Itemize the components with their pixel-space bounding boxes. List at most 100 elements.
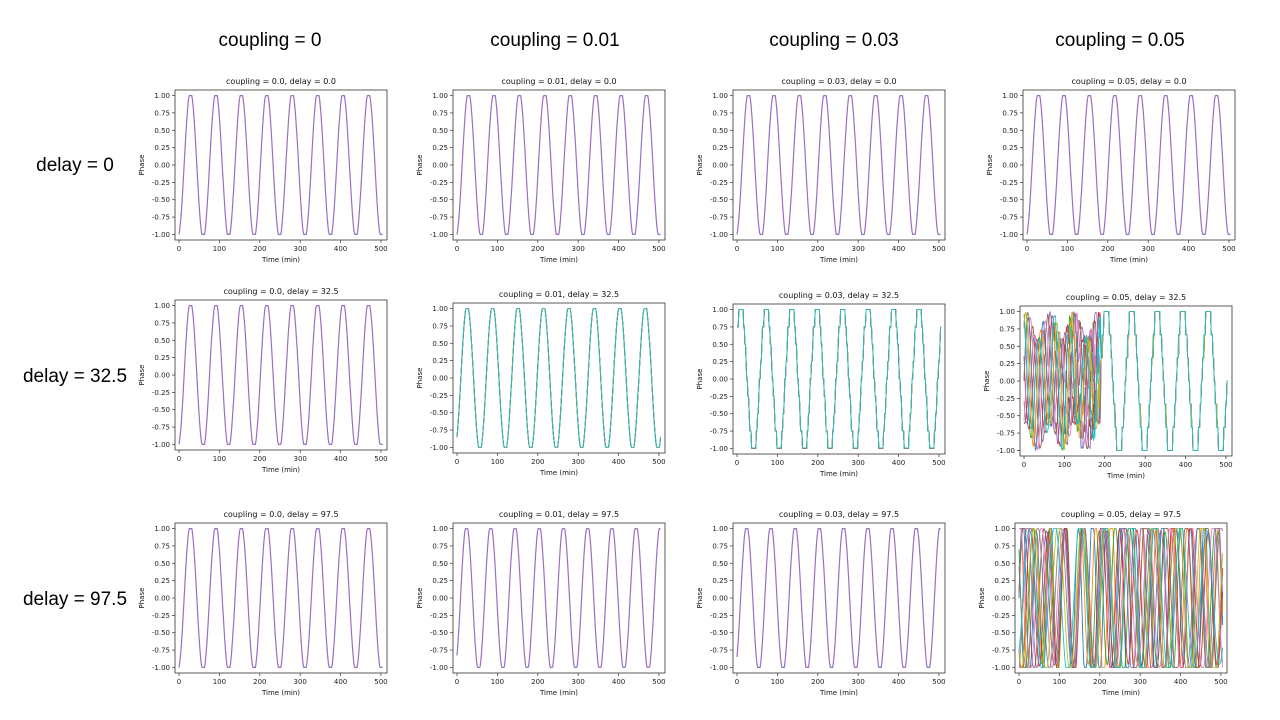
y-tick-label: -1.00: [430, 664, 448, 672]
y-tick-label: -1.00: [152, 441, 170, 449]
phase-series-line: [456, 308, 662, 448]
y-tick-label: -0.50: [710, 410, 728, 418]
phase-series-line: [1019, 528, 1224, 668]
y-axis-label: Phase: [696, 369, 704, 390]
phase-series-line: [456, 308, 662, 448]
y-tick-label: -0.25: [997, 395, 1015, 403]
y-tick-label: 1.00: [432, 92, 448, 100]
x-tick-label: 0: [735, 459, 739, 467]
y-tick-label: 0.25: [712, 144, 728, 152]
y-tick-label: 1.00: [154, 525, 170, 533]
x-tick-label: 200: [811, 678, 824, 686]
x-tick-label: 200: [531, 678, 544, 686]
x-axis-label: Time (min): [539, 469, 578, 477]
row-header-delay-97.5: delay = 97.5: [22, 589, 128, 610]
x-tick-label: 500: [932, 245, 945, 253]
y-tick-label: -0.25: [710, 179, 728, 187]
y-tick-label: 0.75: [712, 109, 728, 117]
y-tick-label: 0.50: [154, 560, 170, 568]
y-tick-label: -1.00: [152, 231, 170, 239]
x-tick-label: 300: [571, 458, 584, 466]
x-tick-label: 0: [455, 678, 459, 686]
x-tick-label: 400: [612, 678, 625, 686]
y-tick-label: 0.50: [994, 560, 1010, 568]
column-header-coupling-0.05: coupling = 0.05: [1055, 30, 1185, 51]
y-tick-label: 0.50: [432, 127, 448, 135]
phase-plot-c0.01-d97.5: coupling = 0.01, delay = 97.5 -1.00 -0.75 -…: [416, 510, 666, 697]
y-tick-label: 0.75: [154, 319, 170, 327]
y-tick-label: -1.00: [1000, 231, 1018, 239]
y-axis-label: Phase: [696, 588, 704, 609]
x-tick-label: 300: [851, 678, 864, 686]
chart-title: coupling = 0.01, delay = 97.5: [499, 510, 619, 519]
column-header-coupling-0.03: coupling = 0.03: [769, 30, 899, 51]
y-tick-label: -1.00: [992, 664, 1010, 672]
y-tick-label: -0.50: [430, 409, 448, 417]
phase-plot-c0.01-d32.5: coupling = 0.01, delay = 32.5 -1.00 -0.75 -…: [416, 290, 666, 477]
x-tick-label: 100: [213, 455, 226, 463]
y-tick-label: 0.50: [432, 560, 448, 568]
x-tick-label: 200: [1093, 678, 1106, 686]
y-tick-label: 1.00: [712, 525, 728, 533]
y-tick-label: 0.25: [1002, 144, 1018, 152]
y-tick-label: -0.25: [152, 612, 170, 620]
y-tick-label: -0.75: [710, 428, 728, 436]
y-tick-label: 0.75: [994, 542, 1010, 550]
phase-plot-c0.01-d0: coupling = 0.01, delay = 0.0 -1.00 -0.75 -0…: [416, 77, 666, 264]
y-tick-label: 0.75: [432, 322, 448, 330]
x-tick-label: 500: [652, 678, 665, 686]
phase-series-line: [456, 308, 662, 448]
phase-series-line: [456, 308, 662, 448]
phase-series-line: [1018, 528, 1224, 668]
y-axis-label: Phase: [983, 371, 991, 392]
x-tick-label: 0: [455, 245, 459, 253]
x-tick-label: 200: [1101, 245, 1114, 253]
y-tick-label: 0.75: [1002, 109, 1018, 117]
y-tick-label: 0.25: [154, 577, 170, 585]
x-tick-label: 500: [1214, 678, 1227, 686]
y-tick-label: 0.25: [154, 144, 170, 152]
x-axis-label: Time (min): [819, 689, 858, 697]
column-header-coupling-0.01: coupling = 0.01: [490, 30, 620, 51]
y-tick-label: -0.25: [992, 612, 1010, 620]
y-tick-label: 0.25: [712, 358, 728, 366]
y-tick-label: -0.75: [152, 424, 170, 432]
x-tick-label: 200: [253, 678, 266, 686]
y-tick-label: 0.75: [432, 109, 448, 117]
x-tick-label: 500: [652, 245, 665, 253]
x-tick-label: 300: [1141, 245, 1154, 253]
x-tick-label: 200: [253, 245, 266, 253]
x-tick-label: 100: [491, 245, 504, 253]
y-tick-label: -0.75: [710, 214, 728, 222]
phase-series-line: [736, 95, 941, 235]
y-tick-label: -0.75: [1000, 214, 1018, 222]
y-tick-label: 0.00: [712, 162, 728, 170]
y-tick-label: 0.50: [999, 343, 1015, 351]
y-tick-label: -0.25: [710, 393, 728, 401]
y-tick-label: 0.00: [154, 595, 170, 603]
y-tick-label: 0.75: [999, 325, 1015, 333]
x-tick-label: 500: [652, 458, 665, 466]
y-tick-label: 0.00: [712, 595, 728, 603]
y-tick-label: 0.75: [154, 109, 170, 117]
y-tick-label: 1.00: [1002, 92, 1018, 100]
phase-series-line: [178, 95, 383, 235]
y-tick-label: 1.00: [999, 308, 1015, 316]
chart-title: coupling = 0.03, delay = 0.0: [781, 77, 896, 86]
y-tick-label: -0.25: [430, 179, 448, 187]
x-tick-label: 200: [811, 245, 824, 253]
y-tick-label: 0.00: [432, 595, 448, 603]
y-axis-label: Phase: [986, 155, 994, 176]
y-tick-label: 0.00: [432, 162, 448, 170]
phase-series-line: [1026, 95, 1231, 235]
x-axis-label: Time (min): [539, 256, 578, 264]
y-tick-label: 0.00: [712, 376, 728, 384]
phase-plot-c0.05-d32.5: coupling = 0.05, delay = 32.5 -1.00 -0.75 -…: [983, 293, 1233, 480]
phase-series-line: [456, 308, 662, 448]
x-tick-label: 100: [771, 459, 784, 467]
y-tick-label: -0.50: [710, 629, 728, 637]
phase-series-line: [456, 308, 662, 448]
y-tick-label: 0.00: [1002, 162, 1018, 170]
y-tick-label: 1.00: [432, 525, 448, 533]
y-tick-label: -0.25: [1000, 179, 1018, 187]
